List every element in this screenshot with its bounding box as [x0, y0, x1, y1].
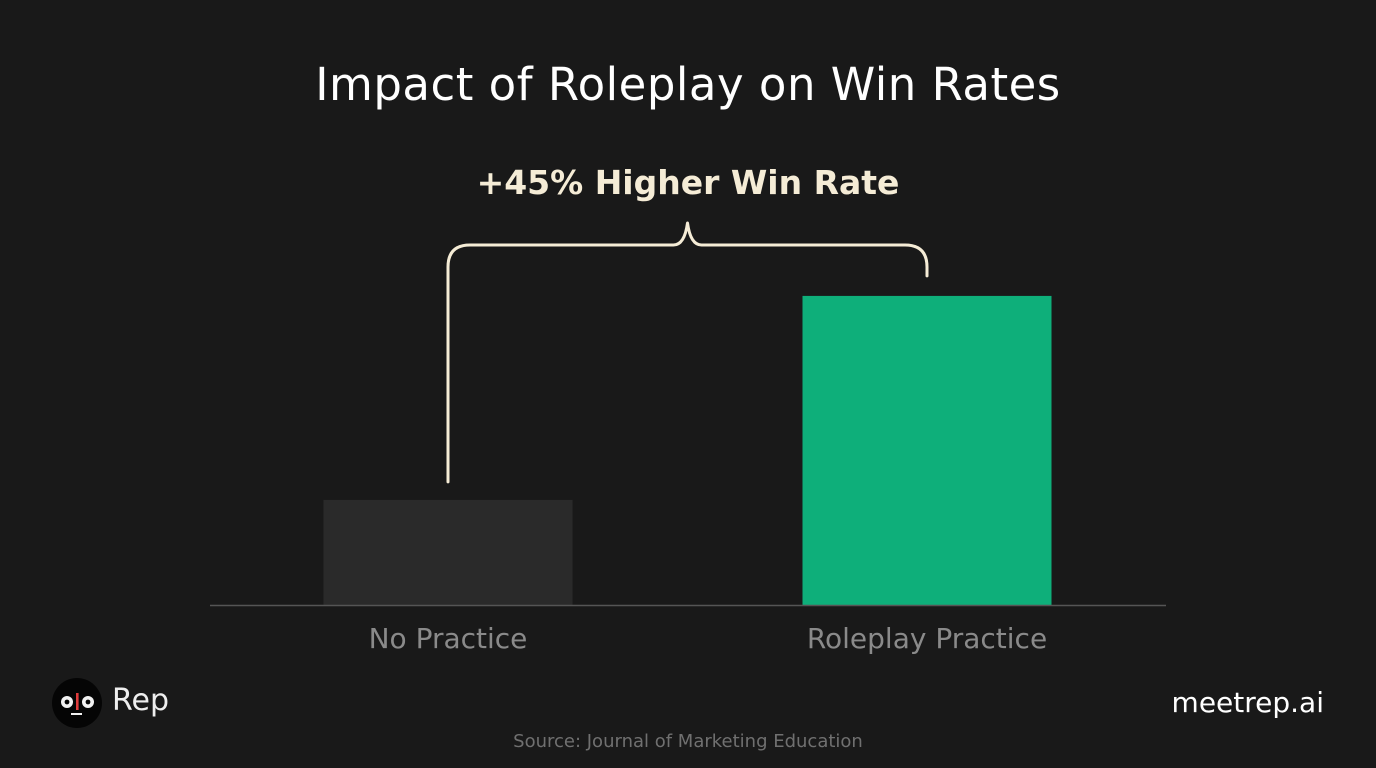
brand-name: Rep: [112, 683, 169, 718]
category-label: No Practice: [369, 622, 528, 655]
source-citation: Source: Journal of Marketing Education: [513, 731, 863, 752]
win-rate-annotation: +45% Higher Win Rate: [476, 163, 900, 202]
category-label: Roleplay Practice: [807, 622, 1047, 655]
annotation-bracket: [446, 221, 929, 484]
bar-roleplay-practice: [802, 295, 1052, 605]
website-url[interactable]: meetrep.ai: [1171, 686, 1324, 719]
chart-title: Impact of Roleplay on Win Rates: [315, 58, 1061, 111]
face-logo-icon: [52, 678, 102, 728]
bar-no-practice: [323, 499, 573, 605]
